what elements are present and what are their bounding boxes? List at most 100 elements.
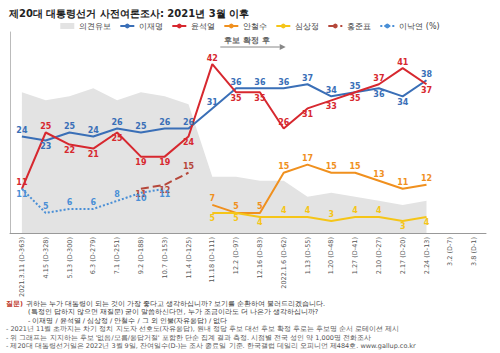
svg-text:3: 3 xyxy=(329,210,335,219)
svg-text:12: 12 xyxy=(421,174,432,183)
svg-text:34: 34 xyxy=(397,98,409,107)
svg-text:2.17 (D-20): 2.17 (D-20) xyxy=(399,237,407,274)
svg-text:36: 36 xyxy=(373,90,385,99)
svg-text:21: 21 xyxy=(88,150,100,159)
svg-text:4: 4 xyxy=(281,206,287,215)
svg-text:35: 35 xyxy=(350,82,362,91)
svg-text:심상정: 심상정 xyxy=(295,22,319,31)
svg-text:11.4 (D-125): 11.4 (D-125) xyxy=(185,237,193,278)
svg-text:11: 11 xyxy=(159,190,171,199)
svg-text:15: 15 xyxy=(326,162,338,171)
svg-text:2.10 (D-27): 2.10 (D-27) xyxy=(375,237,383,274)
svg-text:5.13 (D-300): 5.13 (D-300) xyxy=(66,237,74,278)
svg-text:1.27 (D-41): 1.27 (D-41) xyxy=(351,237,359,274)
svg-text:1.20 (D-48): 1.20 (D-48) xyxy=(327,237,335,274)
svg-text:제20대 대통령선거 사전여론조사: 2021년 3월 이후: 제20대 대통령선거 사전여론조사: 2021년 3월 이후 xyxy=(8,8,249,19)
svg-text:2.24 (D-13): 2.24 (D-13) xyxy=(423,237,431,274)
html-text:- 2021년 11월 초까지는 차기 정치 지도자 선호도: - 2021년 11월 초까지는 차기 정치 지도자 선호도(자유응답), 원내… xyxy=(6,325,400,334)
html-text:(특정인 답하지 않으면 재질문) 굳이 말씀하신다면, 누: (특정인 답하지 않으면 재질문) 굳이 말씀하신다면, 누가 조금이라도 더 … xyxy=(28,308,319,317)
svg-text:5: 5 xyxy=(43,202,49,211)
html-text:귀하는 누가 대통령이 되는 것이 가장 좋다고 생각하십니: 귀하는 누가 대통령이 되는 것이 가장 좋다고 생각하십니까? 보기를 순환하… xyxy=(26,300,326,308)
svg-text:38: 38 xyxy=(421,70,433,79)
svg-text:24: 24 xyxy=(16,126,28,135)
svg-text:23: 23 xyxy=(40,142,51,151)
svg-text:9.2 (D-188): 9.2 (D-188) xyxy=(137,237,145,274)
svg-text:22: 22 xyxy=(64,146,75,155)
svg-text:24: 24 xyxy=(183,138,195,147)
svg-text:35: 35 xyxy=(350,94,362,103)
svg-text:25: 25 xyxy=(135,122,147,131)
svg-text:25: 25 xyxy=(112,134,124,143)
svg-text:37: 37 xyxy=(302,74,313,83)
svg-text:33: 33 xyxy=(326,102,337,111)
svg-text:5: 5 xyxy=(210,214,216,223)
svg-text:11: 11 xyxy=(16,178,28,187)
svg-text:2022.1.6 (D-62): 2022.1.6 (D-62) xyxy=(280,237,288,289)
svg-text:4: 4 xyxy=(376,206,382,215)
svg-text:11: 11 xyxy=(397,178,409,187)
html-text:- 제20대 대통령선거일은 2022년 3월 9일, 잔여: - 제20대 대통령선거일은 2022년 3월 9일, 잔여일수(D-)는 조사… xyxy=(6,342,416,350)
svg-text:37: 37 xyxy=(373,74,384,83)
svg-text:41: 41 xyxy=(397,58,409,67)
svg-text:24: 24 xyxy=(88,126,100,135)
svg-text:4: 4 xyxy=(257,218,263,227)
svg-text:35: 35 xyxy=(254,94,266,103)
svg-text:의견유보: 의견유보 xyxy=(79,22,111,31)
svg-text:4: 4 xyxy=(352,206,358,215)
svg-text:5: 5 xyxy=(233,202,239,211)
svg-text:홍준표: 홍준표 xyxy=(347,22,371,31)
svg-text:6: 6 xyxy=(67,198,73,207)
svg-text:31: 31 xyxy=(207,98,219,107)
svg-text:4: 4 xyxy=(424,218,430,227)
svg-text:4.15 (D-328): 4.15 (D-328) xyxy=(42,237,50,278)
svg-text:26: 26 xyxy=(112,118,124,127)
svg-text:5: 5 xyxy=(257,202,263,211)
html-text:- 이재명 / 윤석열 / 심상정 / 안철수 / 그 외: - 이재명 / 윤석열 / 심상정 / 안철수 / 그 외 인물(자유응답) /… xyxy=(28,316,228,325)
svg-text:15: 15 xyxy=(183,162,195,171)
svg-text:25: 25 xyxy=(64,122,76,131)
svg-text:1.13 (D-55): 1.13 (D-55) xyxy=(304,237,312,274)
svg-text:10.7 (D-153): 10.7 (D-153) xyxy=(161,237,169,278)
svg-text:후보 확정 후: 후보 확정 후 xyxy=(224,36,270,45)
svg-text:12.16 (D-83): 12.16 (D-83) xyxy=(256,237,264,278)
svg-text:5: 5 xyxy=(233,214,239,223)
svg-text:3.2 (D-7): 3.2 (D-7) xyxy=(446,237,454,266)
svg-text:12.2 (D-97): 12.2 (D-97) xyxy=(232,237,240,274)
svg-text:36: 36 xyxy=(254,78,266,87)
svg-text:26: 26 xyxy=(183,118,195,127)
svg-text:2021.3.11 (D-363): 2021.3.11 (D-363) xyxy=(18,237,26,297)
svg-text:7: 7 xyxy=(210,194,216,203)
svg-text:10: 10 xyxy=(135,194,147,203)
html-text:질문): 질문) xyxy=(6,300,23,308)
svg-text:15: 15 xyxy=(350,162,362,171)
svg-text:11: 11 xyxy=(16,190,28,199)
svg-text:이낙연 (%): 이낙연 (%) xyxy=(399,22,439,31)
svg-text:13: 13 xyxy=(373,170,384,179)
svg-text:3.8 (D-1): 3.8 (D-1) xyxy=(470,237,478,266)
svg-text:4: 4 xyxy=(305,206,311,215)
svg-text:37: 37 xyxy=(421,86,432,95)
svg-text:6.3 (D-279): 6.3 (D-279) xyxy=(89,237,97,274)
svg-text:17: 17 xyxy=(302,154,313,163)
html-text:- 위 그래프는 지지하는 후보 '없음/모름/응답거절': - 위 그래프는 지지하는 후보 '없음/모름/응답거절' 포함한 단순 집계 … xyxy=(6,333,371,342)
svg-text:이재명: 이재명 xyxy=(139,22,163,31)
svg-text:3: 3 xyxy=(400,222,406,231)
svg-text:6: 6 xyxy=(91,198,97,207)
svg-text:34: 34 xyxy=(326,86,338,95)
svg-text:19: 19 xyxy=(159,158,171,167)
svg-text:8: 8 xyxy=(114,190,120,199)
svg-text:19: 19 xyxy=(135,158,147,167)
svg-text:25: 25 xyxy=(40,122,52,131)
svg-text:7.1 (D-251): 7.1 (D-251) xyxy=(113,237,121,274)
svg-text:35: 35 xyxy=(231,94,243,103)
svg-text:26: 26 xyxy=(159,118,171,127)
svg-text:31: 31 xyxy=(302,110,314,119)
svg-text:윤석열: 윤석열 xyxy=(191,22,215,31)
svg-text:26: 26 xyxy=(278,118,290,127)
svg-text:안철수: 안철수 xyxy=(243,22,267,31)
svg-text:15: 15 xyxy=(278,162,290,171)
svg-text:36: 36 xyxy=(231,78,243,87)
svg-text:36: 36 xyxy=(278,78,290,87)
svg-text:11.18 (D-111): 11.18 (D-111) xyxy=(208,237,216,283)
svg-text:42: 42 xyxy=(207,54,218,63)
